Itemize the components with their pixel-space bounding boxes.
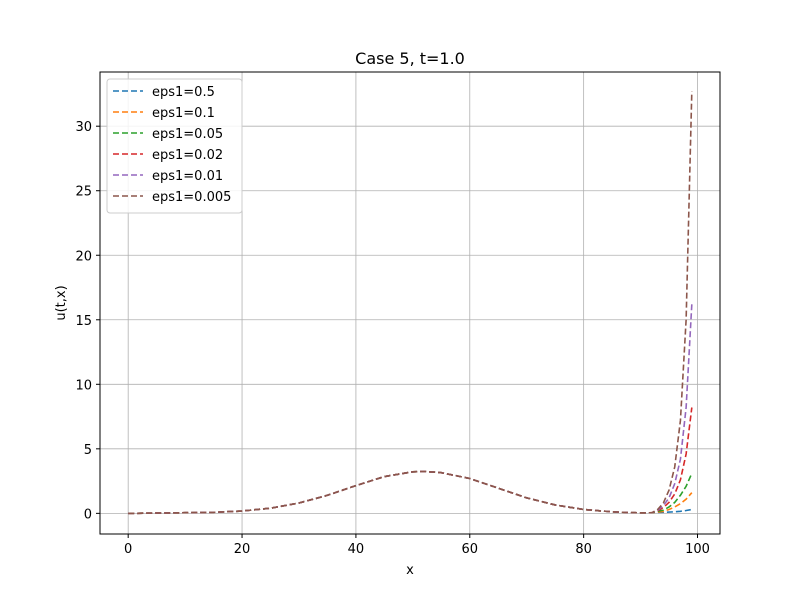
x-tick-label: 0 <box>124 542 132 557</box>
y-tick-label: 10 <box>75 378 92 393</box>
y-tick-label: 30 <box>75 120 92 135</box>
y-tick-label: 5 <box>84 443 92 458</box>
y-tick-label: 15 <box>75 314 92 329</box>
series-line-4 <box>128 304 693 515</box>
x-tick-label: 40 <box>348 542 365 557</box>
legend-label: eps1=0.02 <box>152 148 223 163</box>
legend-label: eps1=0.1 <box>152 106 215 121</box>
plot-series <box>128 91 693 515</box>
series-line-3 <box>128 407 693 515</box>
legend-label: eps1=0.05 <box>152 127 223 142</box>
y-tick-label: 0 <box>84 507 92 522</box>
y-tick-label: 20 <box>75 249 92 264</box>
x-tick-label: 80 <box>575 542 592 557</box>
y-tick-label: 25 <box>75 185 92 200</box>
x-axis-label: x <box>406 563 414 578</box>
legend-label: eps1=0.005 <box>152 190 231 205</box>
y-axis-label: u(t,x) <box>54 285 69 320</box>
axis-ticks: 0 20 40 60 80 100 0 5 10 15 20 25 30 <box>75 120 709 557</box>
chart-title: Case 5, t=1.0 <box>355 49 465 68</box>
x-tick-label: 60 <box>462 542 479 557</box>
legend-label: eps1=0.5 <box>152 85 215 100</box>
legend-label: eps1=0.01 <box>152 169 223 184</box>
series-line-5 <box>128 91 693 515</box>
legend: eps1=0.5 eps1=0.1 eps1=0.05 eps1=0.02 eps1=0… <box>106 78 243 214</box>
x-tick-label: 20 <box>234 542 251 557</box>
plot-frame <box>99 71 721 535</box>
grid-lines <box>100 72 720 534</box>
x-tick-label: 100 <box>685 542 710 557</box>
